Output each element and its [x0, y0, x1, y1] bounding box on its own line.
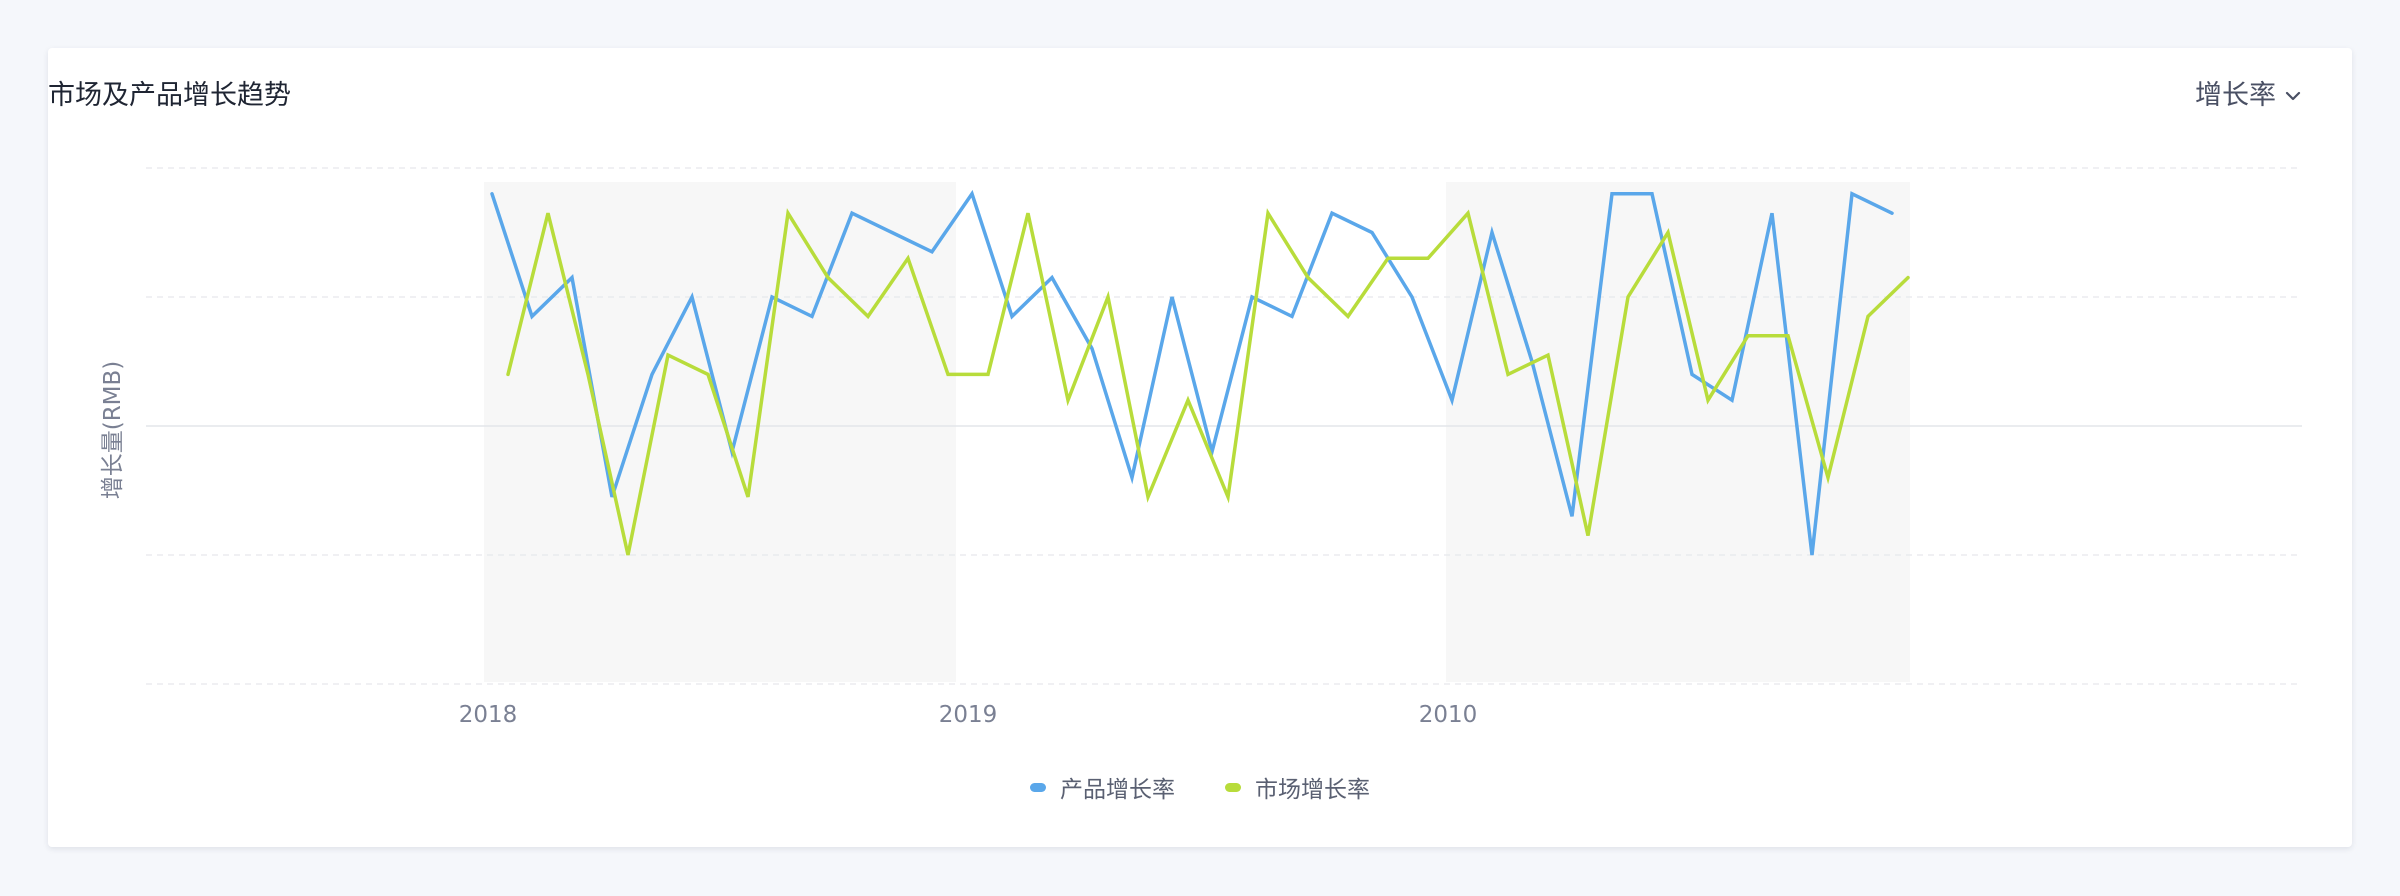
- legend-item-market[interactable]: 市场增长率: [1225, 770, 1370, 804]
- year-band-2010: [1446, 182, 1910, 682]
- card-title: 市场及产品增长趋势: [48, 80, 291, 111]
- metric-select-label: 增长率: [2195, 80, 2276, 111]
- series-line-market: [506, 208, 1910, 556]
- x-tick-label: 2019: [939, 702, 998, 728]
- chart-legend: 产品增长率 市场增长率: [0, 770, 2400, 804]
- chart-card: [48, 48, 2352, 847]
- chevron-down-icon: [2285, 91, 2301, 100]
- x-tick-label: 2010: [1419, 702, 1478, 728]
- y-axis-title: 增长量(RMB): [100, 361, 126, 500]
- legend-label-product: 产品增长率: [1060, 777, 1175, 803]
- legend-label-market: 市场增长率: [1255, 777, 1370, 803]
- legend-item-product[interactable]: 产品增长率: [1030, 770, 1175, 804]
- metric-select[interactable]: 增长率: [2195, 82, 2302, 109]
- year-band-2018: [484, 182, 956, 682]
- legend-swatch-product: [1030, 782, 1046, 792]
- legend-swatch-market: [1225, 782, 1241, 792]
- x-tick-label: 2018: [459, 702, 518, 728]
